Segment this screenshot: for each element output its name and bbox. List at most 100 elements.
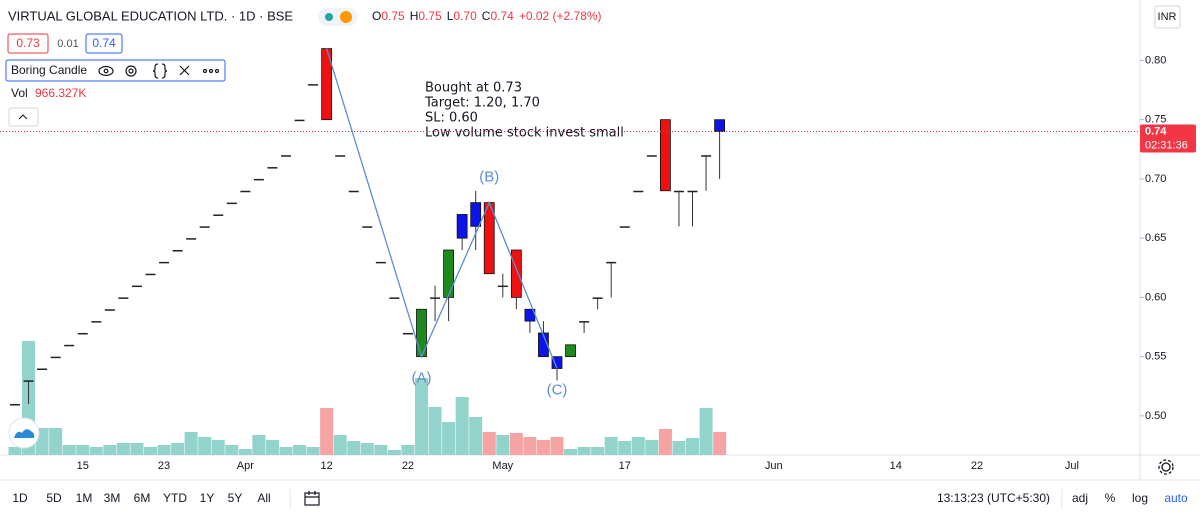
volume-bar <box>293 445 307 455</box>
candle-body <box>483 202 495 275</box>
range-button[interactable]: 5Y <box>228 491 243 505</box>
y-tick-label: 0.65 <box>1145 232 1166 244</box>
volume-bar <box>347 441 361 455</box>
wave-label: (A) <box>412 370 432 387</box>
candle-body <box>294 119 305 122</box>
market-dot <box>325 13 333 21</box>
candle-body <box>267 167 278 169</box>
annotation-line: SL: 0.60 <box>425 111 478 126</box>
volume-bar <box>387 450 401 455</box>
range-button[interactable]: 5D <box>46 491 62 505</box>
candle-body <box>497 285 508 288</box>
candle-body <box>606 261 617 264</box>
spread: 0.01 <box>57 38 78 50</box>
range-button[interactable]: YTD <box>163 491 187 505</box>
date-range-icon[interactable] <box>304 491 320 506</box>
currency-box[interactable] <box>1154 5 1181 29</box>
volume-bar <box>320 408 334 455</box>
candle-body <box>104 309 115 311</box>
candle-body <box>619 226 630 228</box>
range-button[interactable]: 6M <box>134 491 151 505</box>
volume-bar <box>252 435 266 455</box>
ohlc-label: C <box>482 9 491 23</box>
volume-bar <box>8 447 22 455</box>
volume-bar <box>225 445 239 455</box>
candle-body <box>430 297 441 299</box>
candle-body <box>213 214 224 216</box>
volume-bar <box>360 443 374 455</box>
volume-bar <box>509 433 523 455</box>
collapse-button[interactable] <box>8 107 39 127</box>
y-tick-label: 0.75 <box>1145 114 1166 126</box>
volume-value: 966.327K <box>35 86 86 100</box>
range-button[interactable]: All <box>257 491 270 505</box>
range-button[interactable]: 3M <box>104 491 121 505</box>
volume-bar <box>604 437 618 455</box>
candle-body <box>592 297 603 299</box>
buy-button[interactable] <box>85 33 123 54</box>
range-button[interactable]: 1M <box>76 491 93 505</box>
volume-bar <box>645 440 659 455</box>
scale-option[interactable]: adj <box>1072 491 1088 505</box>
y-tick-label: 0.70 <box>1145 173 1166 185</box>
candle-body <box>172 250 183 252</box>
candle-body <box>77 332 88 335</box>
volume-bar <box>442 422 456 455</box>
volume-bar <box>171 443 185 455</box>
volume-bar <box>103 445 117 455</box>
indicator-icons[interactable] <box>98 63 220 79</box>
x-tick-label: 22 <box>402 460 414 472</box>
x-tick-label: 22 <box>971 460 983 472</box>
buy-price[interactable]: 0.74 <box>92 36 116 50</box>
ohlc-legend: O0.75 H0.75 L0.70 C0.74 +0.02 (+2.78%) <box>372 9 602 23</box>
candle-body <box>443 249 455 298</box>
volume-bar <box>279 447 293 455</box>
candle-body <box>199 226 210 228</box>
currency[interactable]: INR <box>1158 11 1177 23</box>
ohlc-value: 0.70 <box>453 9 477 23</box>
candle-body <box>579 321 590 323</box>
range-button[interactable]: 1D <box>12 491 28 505</box>
volume-layer <box>8 341 727 455</box>
candle-body <box>335 155 346 157</box>
ohlc-label: O <box>372 9 381 23</box>
scale-option[interactable]: auto <box>1164 491 1188 505</box>
indicator-legend[interactable] <box>5 59 226 82</box>
volume-bar <box>469 417 483 455</box>
scale-option[interactable]: % <box>1105 491 1116 505</box>
candle-body <box>660 119 671 192</box>
volume-bar <box>116 443 130 455</box>
ohlc-value: 0.74 <box>490 9 514 23</box>
y-tick-label: 0.80 <box>1145 54 1166 66</box>
volume-bar <box>76 445 90 455</box>
last-price-label: 0.74 <box>1145 125 1167 137</box>
volume-bar <box>333 435 347 455</box>
sell-price[interactable]: 0.73 <box>16 36 40 50</box>
candle-body <box>402 332 413 335</box>
annotation-line: Target: 1.20, 1.70 <box>424 96 540 111</box>
range-button[interactable]: 1Y <box>200 491 215 505</box>
candle-body <box>551 356 563 369</box>
volume-bar <box>536 440 550 455</box>
candle-body <box>308 84 319 86</box>
volume-bar <box>699 408 713 455</box>
candle-body <box>456 214 468 239</box>
x-tick-label: 15 <box>77 460 89 472</box>
volume-bar <box>144 447 157 455</box>
collapse-icon[interactable] <box>18 114 28 120</box>
candle-body <box>687 190 698 193</box>
candle-body <box>646 155 657 157</box>
sell-button[interactable] <box>7 33 49 54</box>
logo-cloud[interactable] <box>14 429 35 438</box>
indicator-name[interactable]: Boring Candle <box>11 63 87 77</box>
scale-option[interactable]: log <box>1132 491 1148 505</box>
settings-icon[interactable] <box>1158 459 1174 475</box>
candle-body <box>23 380 34 382</box>
x-tick-label: 14 <box>890 460 902 472</box>
candle-body <box>281 155 291 157</box>
clock: 13:13:23 (UTC+5:30) <box>937 491 1050 505</box>
y-tick-label: 0.60 <box>1145 291 1166 303</box>
